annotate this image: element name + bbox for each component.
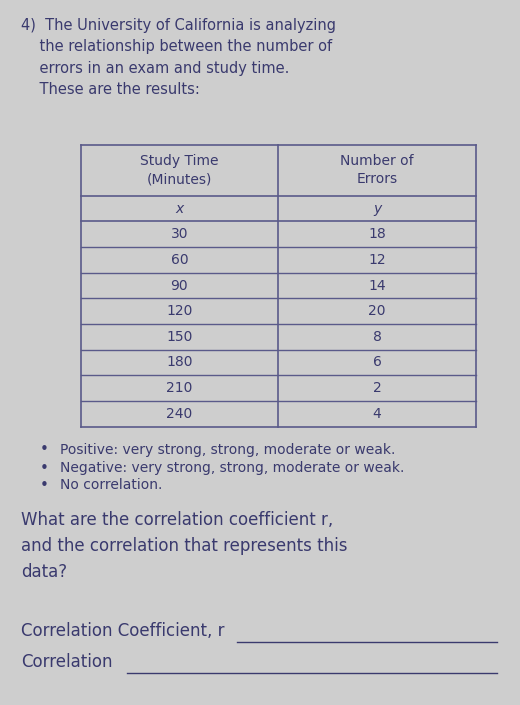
Text: 90: 90 xyxy=(171,278,188,293)
Text: 210: 210 xyxy=(166,381,192,395)
Text: Correlation: Correlation xyxy=(21,653,112,671)
Text: 4)  The University of California is analyzing
    the relationship between the n: 4) The University of California is analy… xyxy=(21,18,336,97)
Text: 30: 30 xyxy=(171,227,188,241)
Text: What are the correlation coefficient r,
and the correlation that represents this: What are the correlation coefficient r, … xyxy=(21,511,347,580)
Text: 20: 20 xyxy=(368,304,386,318)
Text: 12: 12 xyxy=(368,253,386,267)
Text: Study Time
(Minutes): Study Time (Minutes) xyxy=(140,154,218,186)
Text: 14: 14 xyxy=(368,278,386,293)
Text: •: • xyxy=(40,460,49,476)
Text: 8: 8 xyxy=(372,330,382,344)
Text: 60: 60 xyxy=(171,253,188,267)
Text: 4: 4 xyxy=(373,407,381,421)
Text: 6: 6 xyxy=(372,355,382,369)
Text: 180: 180 xyxy=(166,355,192,369)
Text: y: y xyxy=(373,202,381,216)
Text: x: x xyxy=(175,202,184,216)
Text: Correlation Coefficient, r: Correlation Coefficient, r xyxy=(21,622,224,640)
Text: •: • xyxy=(40,442,49,458)
Text: Number of
Errors: Number of Errors xyxy=(340,154,414,186)
Text: 2: 2 xyxy=(373,381,381,395)
Text: No correlation.: No correlation. xyxy=(60,478,162,492)
Text: 120: 120 xyxy=(166,304,192,318)
Text: 18: 18 xyxy=(368,227,386,241)
Text: •: • xyxy=(40,477,49,493)
Text: 150: 150 xyxy=(166,330,192,344)
Text: 240: 240 xyxy=(166,407,192,421)
Text: Negative: very strong, strong, moderate or weak.: Negative: very strong, strong, moderate … xyxy=(60,461,404,475)
Text: Positive: very strong, strong, moderate or weak.: Positive: very strong, strong, moderate … xyxy=(60,443,395,457)
